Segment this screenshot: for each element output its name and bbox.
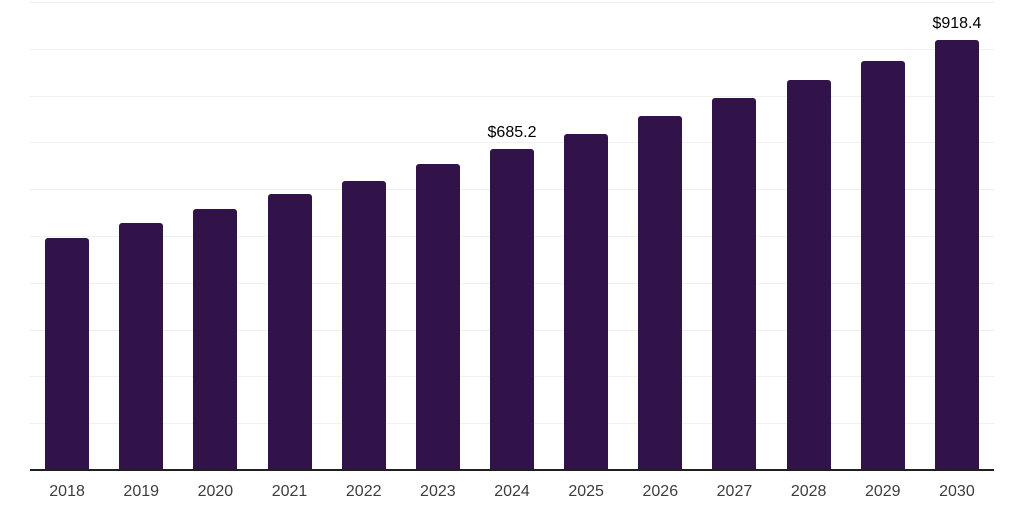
gridline: [30, 48, 994, 50]
x-tick-label-2026: 2026: [642, 483, 679, 500]
x-tick-label-2022: 2022: [345, 483, 382, 500]
bar-2027: [712, 98, 757, 470]
x-tick-label-2021: 2021: [271, 483, 308, 500]
gridline: [30, 2, 994, 3]
bar-2020: [193, 208, 238, 470]
bar-value-label-2024: $685.2: [487, 124, 537, 142]
bar-2025: [564, 133, 609, 470]
bar-2021: [267, 194, 312, 470]
x-tick-label-2019: 2019: [123, 483, 160, 500]
bar-2029: [860, 60, 905, 470]
bar-2028: [786, 79, 831, 470]
bar-2030: [934, 40, 979, 470]
x-tick-label-2027: 2027: [716, 483, 753, 500]
bar-2022: [341, 180, 386, 470]
gridline: [30, 142, 994, 144]
x-axis-line: [30, 469, 994, 471]
bar-2026: [638, 116, 683, 470]
x-tick-label-2024: 2024: [494, 483, 530, 500]
x-tick-label-2025: 2025: [568, 483, 604, 500]
x-tick-label-2023: 2023: [420, 483, 456, 500]
x-tick-label-2030: 2030: [939, 483, 975, 500]
bar-value-label-2030: $918.4: [932, 15, 982, 33]
bar-2019: [119, 222, 164, 470]
x-tick-label-2018: 2018: [49, 483, 85, 500]
x-tick-label-2020: 2020: [197, 483, 234, 500]
gridline: [30, 95, 994, 97]
bar-2018: [45, 238, 90, 470]
bar-2024: [490, 149, 534, 470]
bar-2023: [415, 164, 460, 470]
x-tick-label-2028: 2028: [790, 483, 827, 500]
x-tick-label-2029: 2029: [864, 483, 901, 500]
